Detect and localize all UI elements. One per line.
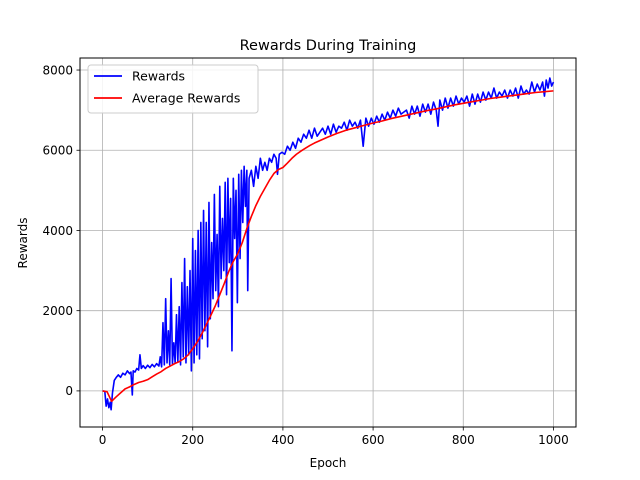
x-tick-label: 0 [99, 433, 107, 447]
x-axis-title: Epoch [310, 456, 347, 470]
plot-frame [79, 57, 577, 428]
y-tick-label: 2000 [42, 304, 73, 318]
y-tick-label: 8000 [42, 63, 73, 77]
y-tick-label: 4000 [42, 224, 73, 238]
legend-box [87, 64, 259, 114]
series-line-rewards [102, 77, 555, 411]
y-axis-title: Rewards [16, 218, 30, 269]
series-layer [102, 77, 555, 411]
x-tick-label: 800 [452, 433, 475, 447]
x-tick-label: 600 [362, 433, 385, 447]
x-tick-label: 200 [181, 433, 204, 447]
y-axis: 0 2000 4000 6000 8000 [42, 63, 80, 398]
x-tick-label: 400 [271, 433, 294, 447]
series-line-average-rewards [102, 90, 554, 403]
chart-title: Rewards During Training [240, 38, 417, 54]
x-tick-label: 1000 [538, 433, 569, 447]
legend: Rewards Average Rewards [87, 64, 259, 114]
y-tick-label: 6000 [42, 144, 73, 158]
y-tick-label: 0 [65, 384, 73, 398]
legend-label-rewards: Rewards [132, 69, 185, 84]
x-axis: 0 200 400 600 800 1000 [99, 427, 569, 447]
legend-label-average-rewards: Average Rewards [132, 91, 240, 106]
